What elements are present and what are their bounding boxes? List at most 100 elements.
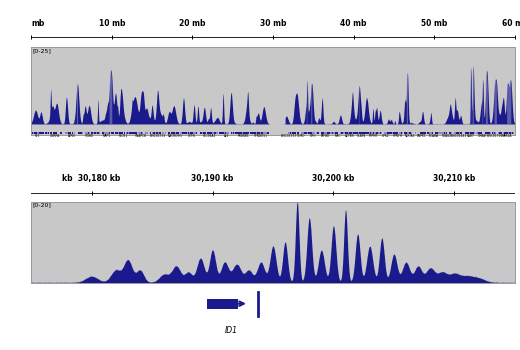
- Bar: [454, 132, 455, 134]
- Bar: [302, 132, 304, 134]
- Bar: [60, 132, 62, 134]
- Bar: [374, 132, 375, 134]
- Bar: [387, 132, 388, 134]
- Bar: [79, 132, 80, 134]
- Bar: [294, 132, 295, 134]
- Bar: [256, 132, 257, 134]
- Bar: [55, 132, 56, 134]
- Bar: [176, 132, 177, 134]
- Bar: [485, 132, 487, 134]
- Text: PRDKB1: PRDKB1: [238, 134, 250, 138]
- Bar: [455, 132, 456, 134]
- Bar: [427, 132, 428, 134]
- Bar: [237, 132, 238, 134]
- Bar: [307, 132, 308, 134]
- Bar: [181, 132, 183, 134]
- Bar: [511, 132, 512, 134]
- Bar: [458, 132, 459, 134]
- Text: NDUA5: NDUA5: [405, 134, 415, 138]
- Bar: [505, 132, 506, 134]
- Text: 30,200 kb: 30,200 kb: [313, 174, 355, 183]
- Bar: [154, 132, 155, 134]
- Bar: [378, 132, 380, 134]
- Bar: [358, 132, 360, 134]
- Bar: [173, 132, 175, 134]
- Bar: [406, 132, 407, 134]
- Bar: [327, 132, 328, 134]
- Bar: [467, 132, 468, 134]
- Bar: [114, 132, 116, 134]
- Bar: [314, 132, 315, 134]
- Bar: [444, 132, 445, 134]
- Bar: [127, 132, 129, 134]
- Bar: [209, 132, 210, 134]
- Bar: [248, 132, 249, 134]
- Bar: [241, 132, 243, 134]
- Text: 40 mb: 40 mb: [341, 19, 367, 28]
- Bar: [404, 132, 406, 134]
- Text: ITFH: ITFH: [310, 134, 317, 138]
- Bar: [449, 132, 450, 134]
- Bar: [399, 132, 400, 134]
- Bar: [234, 132, 236, 134]
- Bar: [248, 132, 249, 134]
- Bar: [147, 132, 148, 134]
- Bar: [367, 132, 368, 134]
- Bar: [293, 132, 294, 134]
- Bar: [97, 132, 98, 134]
- Bar: [243, 132, 244, 134]
- Bar: [376, 132, 378, 134]
- Bar: [61, 132, 62, 134]
- Bar: [409, 132, 411, 134]
- Bar: [312, 132, 313, 134]
- Bar: [488, 132, 489, 134]
- Bar: [302, 132, 303, 134]
- Bar: [231, 132, 232, 134]
- Bar: [128, 132, 131, 134]
- Bar: [355, 132, 357, 134]
- Bar: [505, 132, 507, 134]
- Bar: [409, 132, 411, 134]
- Text: MRC: MRC: [334, 134, 341, 138]
- Bar: [174, 132, 175, 134]
- Text: GMAB: GMAB: [478, 134, 487, 138]
- Bar: [513, 132, 514, 134]
- Text: BCABA: BCABA: [429, 134, 439, 138]
- Bar: [74, 132, 75, 134]
- Bar: [508, 132, 510, 134]
- Bar: [489, 132, 491, 134]
- Text: RAB7: RAB7: [466, 134, 474, 138]
- Bar: [43, 132, 44, 134]
- Text: FAFBD: FAFBD: [321, 134, 330, 138]
- Bar: [438, 132, 439, 134]
- Bar: [251, 132, 252, 134]
- Bar: [162, 132, 164, 134]
- Bar: [308, 132, 309, 134]
- Bar: [291, 132, 292, 134]
- Bar: [244, 132, 245, 134]
- Bar: [380, 132, 381, 134]
- Bar: [330, 132, 332, 134]
- Bar: [488, 132, 489, 134]
- Bar: [263, 132, 265, 134]
- Bar: [264, 132, 266, 134]
- Bar: [358, 132, 359, 134]
- Bar: [467, 132, 469, 134]
- Bar: [408, 132, 409, 134]
- Bar: [111, 132, 112, 134]
- Bar: [94, 132, 95, 134]
- Bar: [347, 132, 348, 134]
- Bar: [105, 132, 106, 134]
- Bar: [348, 132, 349, 134]
- Text: ALE: ALE: [224, 134, 229, 138]
- Bar: [368, 132, 369, 134]
- Bar: [510, 132, 511, 134]
- Bar: [231, 132, 232, 134]
- Bar: [432, 132, 433, 134]
- Bar: [261, 132, 262, 134]
- Bar: [90, 132, 93, 134]
- Bar: [387, 132, 388, 134]
- Bar: [513, 132, 514, 134]
- Bar: [128, 132, 129, 134]
- Bar: [460, 132, 461, 134]
